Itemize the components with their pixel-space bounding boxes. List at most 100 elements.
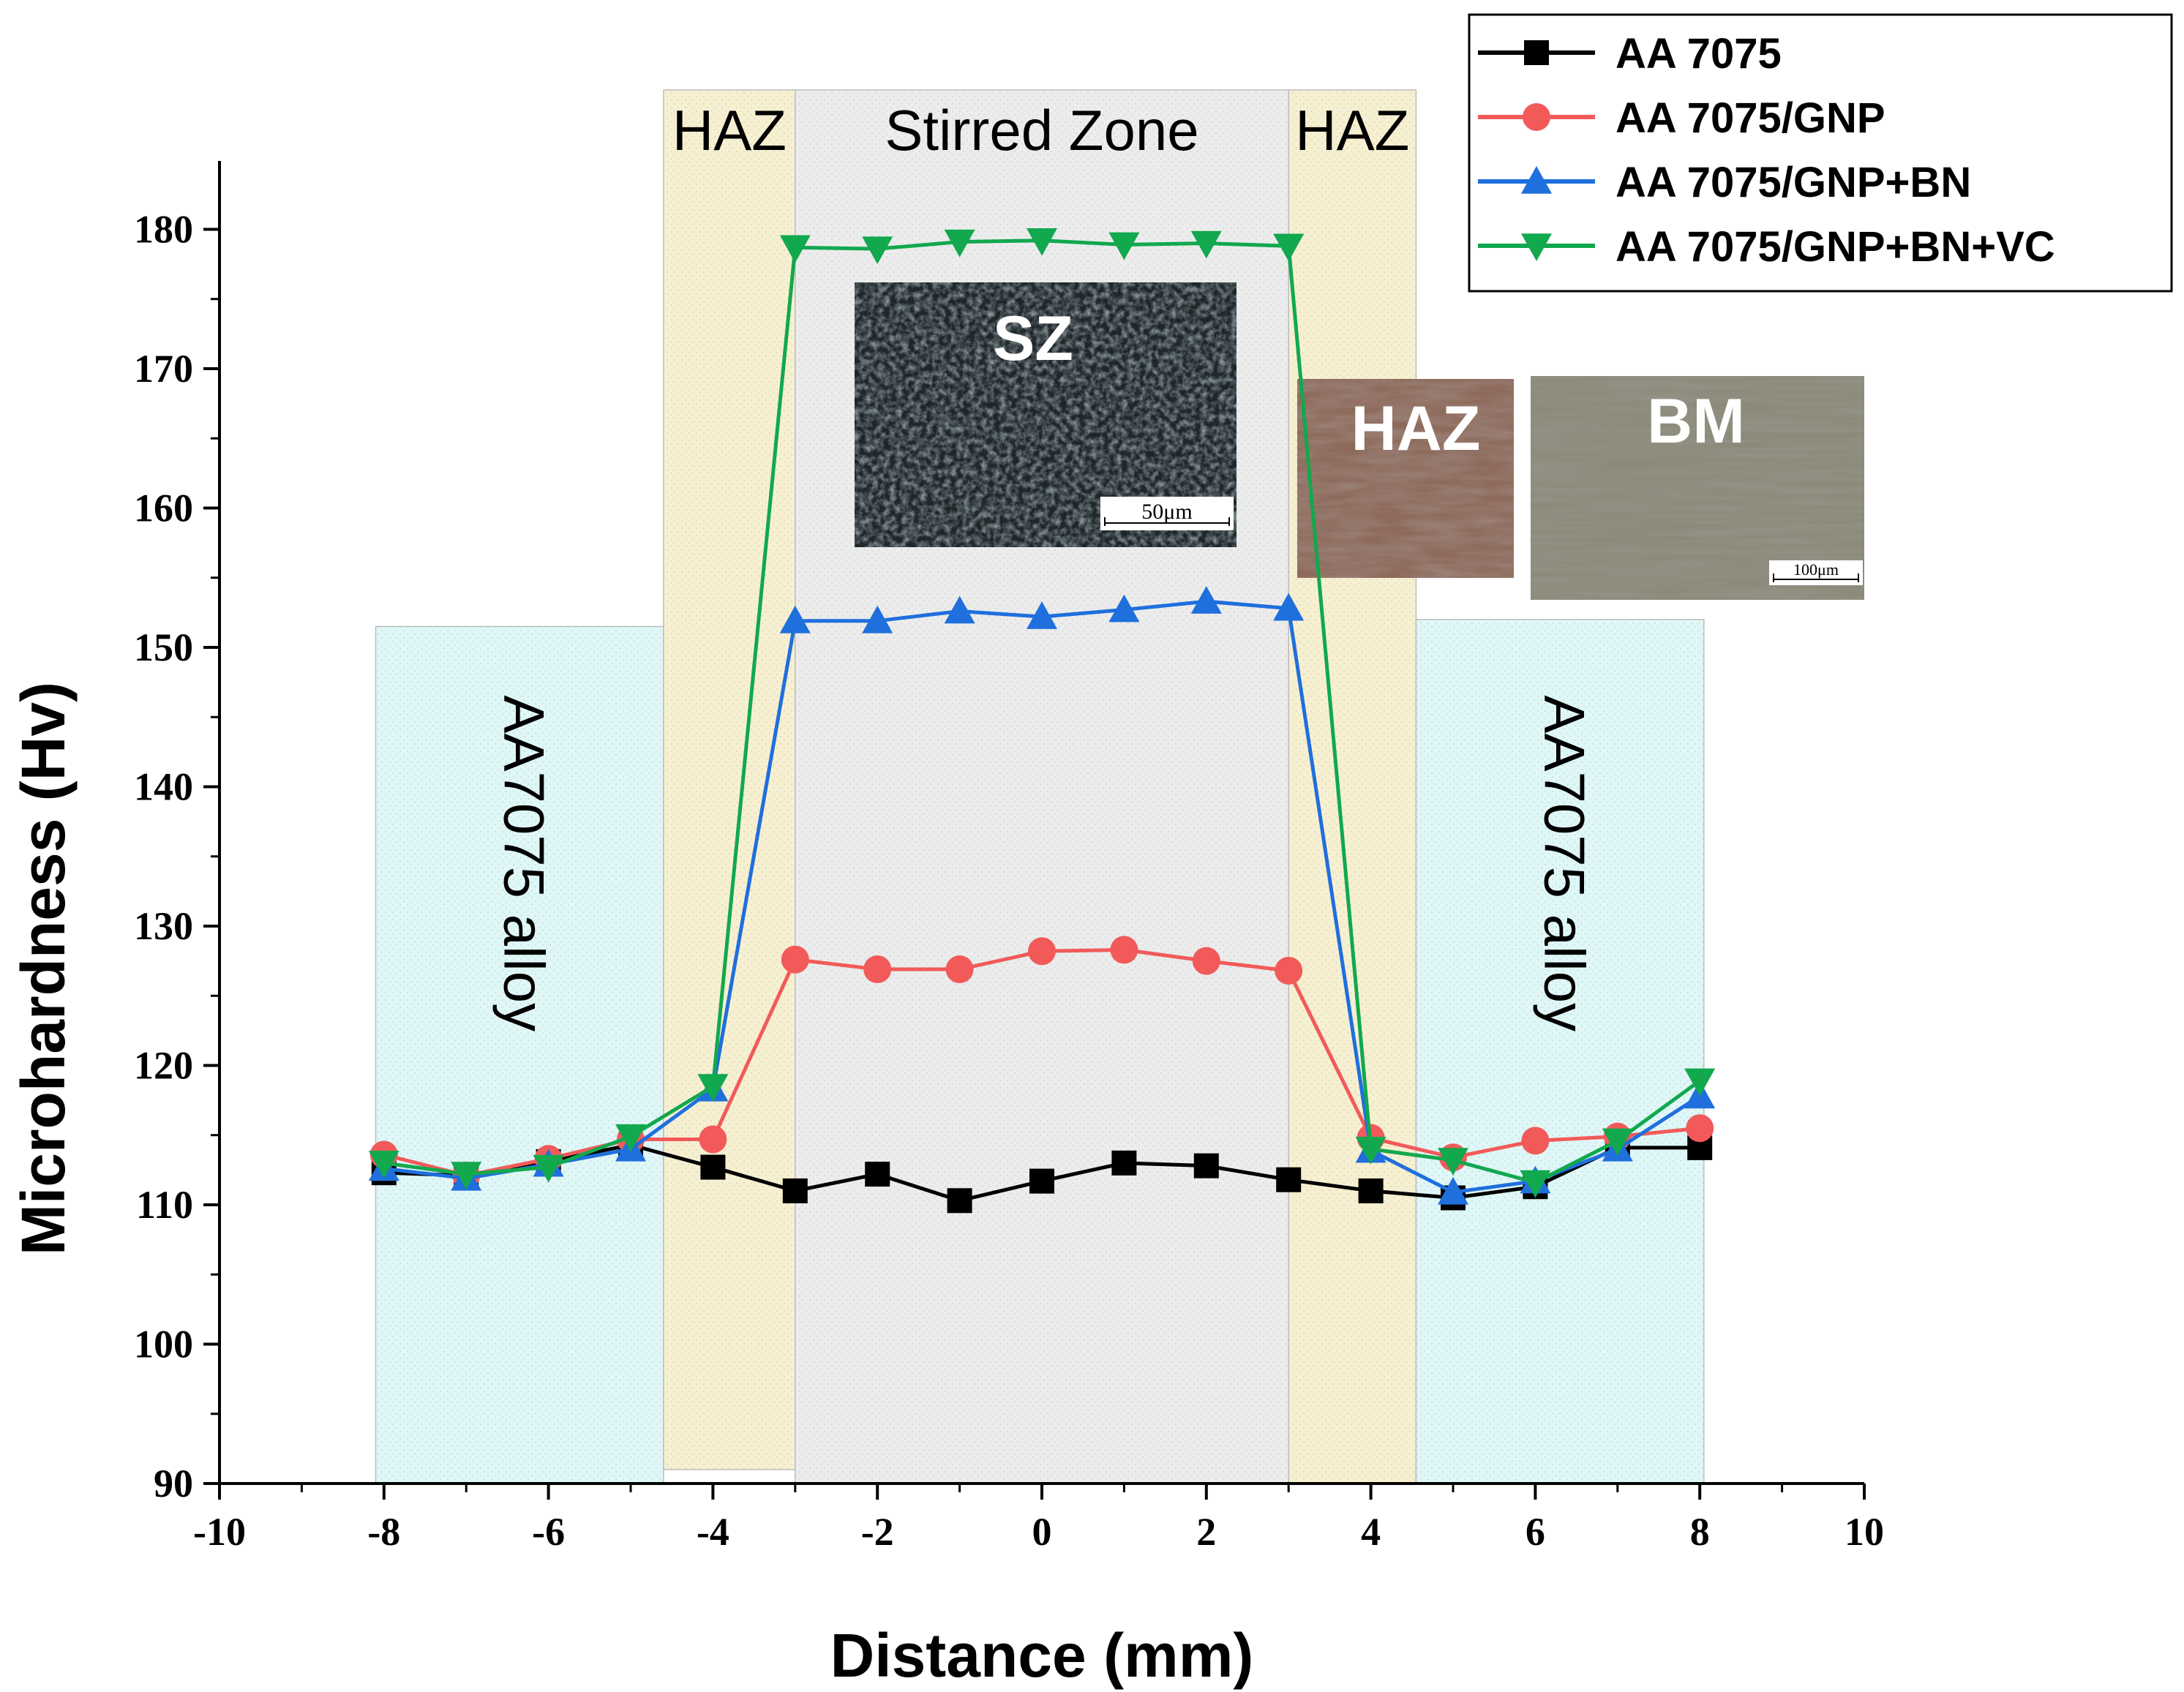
micrograph-bm: BM 100μm (1531, 376, 1864, 600)
y-tick-label: 100 (134, 1323, 193, 1366)
data-point (533, 1154, 564, 1183)
y-tick-label: 150 (134, 625, 193, 669)
y-tick-label: 140 (134, 765, 193, 809)
data-point (1110, 936, 1138, 964)
data-point (615, 1124, 646, 1152)
data-point (700, 1154, 726, 1180)
legend-entry: AA 7075/GNP (1478, 94, 1885, 142)
y-tick-label: 160 (134, 486, 193, 530)
x-tick-label: -6 (532, 1510, 565, 1554)
zone-texture (1288, 90, 1416, 1484)
y-tick-label: 130 (134, 904, 193, 948)
data-point (1521, 233, 1552, 261)
legend-entry: AA 7075 (1478, 30, 1782, 78)
data-point (1027, 601, 1057, 629)
zone-label-alloy: AA7075 alloy (1533, 695, 1597, 1031)
axes: -10 -8 -6 -4 -2 0 2 4 6 8 10 90 100 110 120 130 140 150 16… (9, 161, 1884, 1690)
x-tick-label: -4 (697, 1510, 729, 1554)
data-point (1275, 956, 1303, 985)
micrograph-haz: HAZ (1297, 379, 1514, 578)
scale-bar-background (1769, 560, 1863, 585)
data-point (1193, 1153, 1219, 1178)
data-point (1358, 1178, 1384, 1203)
data-point (1521, 1127, 1550, 1155)
data-point (944, 595, 975, 624)
data-point (1190, 230, 1222, 259)
y-tick-label: 110 (136, 1183, 193, 1227)
legend-entry: AA 7075/GNP+BN (1478, 159, 1971, 206)
data-point (862, 605, 893, 633)
legend-label: AA 7075 (1616, 30, 1782, 78)
x-tick-label: 10 (1845, 1510, 1884, 1554)
data-point (1108, 594, 1140, 623)
micrograph-label: SZ (993, 304, 1073, 374)
y-tick-label: 170 (134, 347, 193, 391)
data-point (865, 1162, 890, 1187)
x-tick-label: -8 (367, 1510, 400, 1554)
data-point (1027, 228, 1057, 256)
data-point (1438, 1176, 1468, 1205)
data-point (1521, 166, 1552, 194)
x-tick-label: 2 (1196, 1510, 1216, 1554)
zone-label-alloy: AA7075 alloy (492, 695, 557, 1031)
data-point (862, 236, 893, 265)
data-point (779, 235, 811, 263)
y-axis-title: Microhardness (Hv) (9, 682, 78, 1255)
data-point (781, 945, 809, 974)
legend-label: AA 7075/GNP+BN+VC (1616, 223, 2055, 271)
data-point (451, 1162, 482, 1190)
x-tick-label: 8 (1690, 1510, 1710, 1554)
data-point (947, 1188, 972, 1214)
micrograph-sz: SZ 50μm (855, 282, 1237, 547)
data-point (1108, 232, 1140, 260)
legend-label: AA 7075/GNP (1616, 94, 1885, 142)
data-point (1686, 1114, 1714, 1143)
x-tick-label: 4 (1361, 1510, 1381, 1554)
data-point (699, 1125, 727, 1154)
y-tick-label: 90 (154, 1462, 193, 1505)
data-point (1192, 947, 1220, 975)
data-point (1684, 1068, 1716, 1097)
scale-bar-label: 50μm (1141, 500, 1192, 524)
scale-bar-background (1100, 497, 1234, 530)
micrograph-label: BM (1647, 386, 1745, 456)
legend: AA 7075 AA 7075/GNP AA 7075/GNP+BN AA 7075/… (1468, 13, 2173, 293)
data-point (782, 1178, 808, 1203)
y-tick-label: 120 (134, 1044, 193, 1088)
scale-bar: 50μm (1100, 497, 1234, 530)
zone-texture (375, 626, 664, 1484)
data-point (1029, 1168, 1054, 1194)
x-tick-label: -10 (193, 1510, 246, 1554)
micrograph-label: HAZ (1351, 394, 1481, 464)
data-point (779, 605, 811, 633)
data-point (1111, 1150, 1137, 1176)
x-tick-label: -2 (861, 1510, 894, 1554)
data-point (1602, 1128, 1633, 1157)
data-point (1273, 593, 1305, 621)
data-point (1190, 586, 1222, 614)
data-point (1524, 40, 1549, 65)
legend-label: AA 7075/GNP+BN (1616, 159, 1971, 206)
scale-bar-label: 100μm (1793, 560, 1839, 579)
y-tick-label: 180 (134, 208, 193, 252)
x-axis-title: Distance (mm) (830, 1621, 1254, 1690)
data-series (368, 228, 1716, 1214)
zone-label-stirred: Stirred Zone (885, 98, 1198, 162)
zone-texture (663, 90, 795, 1470)
data-point (863, 955, 892, 984)
series-aa-7075-gnp-bn-vc (368, 228, 1716, 1198)
data-point (945, 955, 974, 984)
x-tick-label: 0 (1032, 1510, 1052, 1554)
data-point (1438, 1148, 1468, 1176)
data-point (368, 1151, 399, 1178)
data-point (697, 1074, 729, 1102)
data-point (1028, 937, 1056, 966)
x-tick-label: 6 (1526, 1510, 1545, 1554)
micrograph-texture (1297, 379, 1514, 578)
scale-bar: 100μm (1769, 560, 1863, 585)
data-point (1520, 1170, 1551, 1198)
data-point (944, 229, 975, 257)
zone-label-haz: HAZ (672, 98, 787, 162)
data-point (1276, 1167, 1302, 1192)
